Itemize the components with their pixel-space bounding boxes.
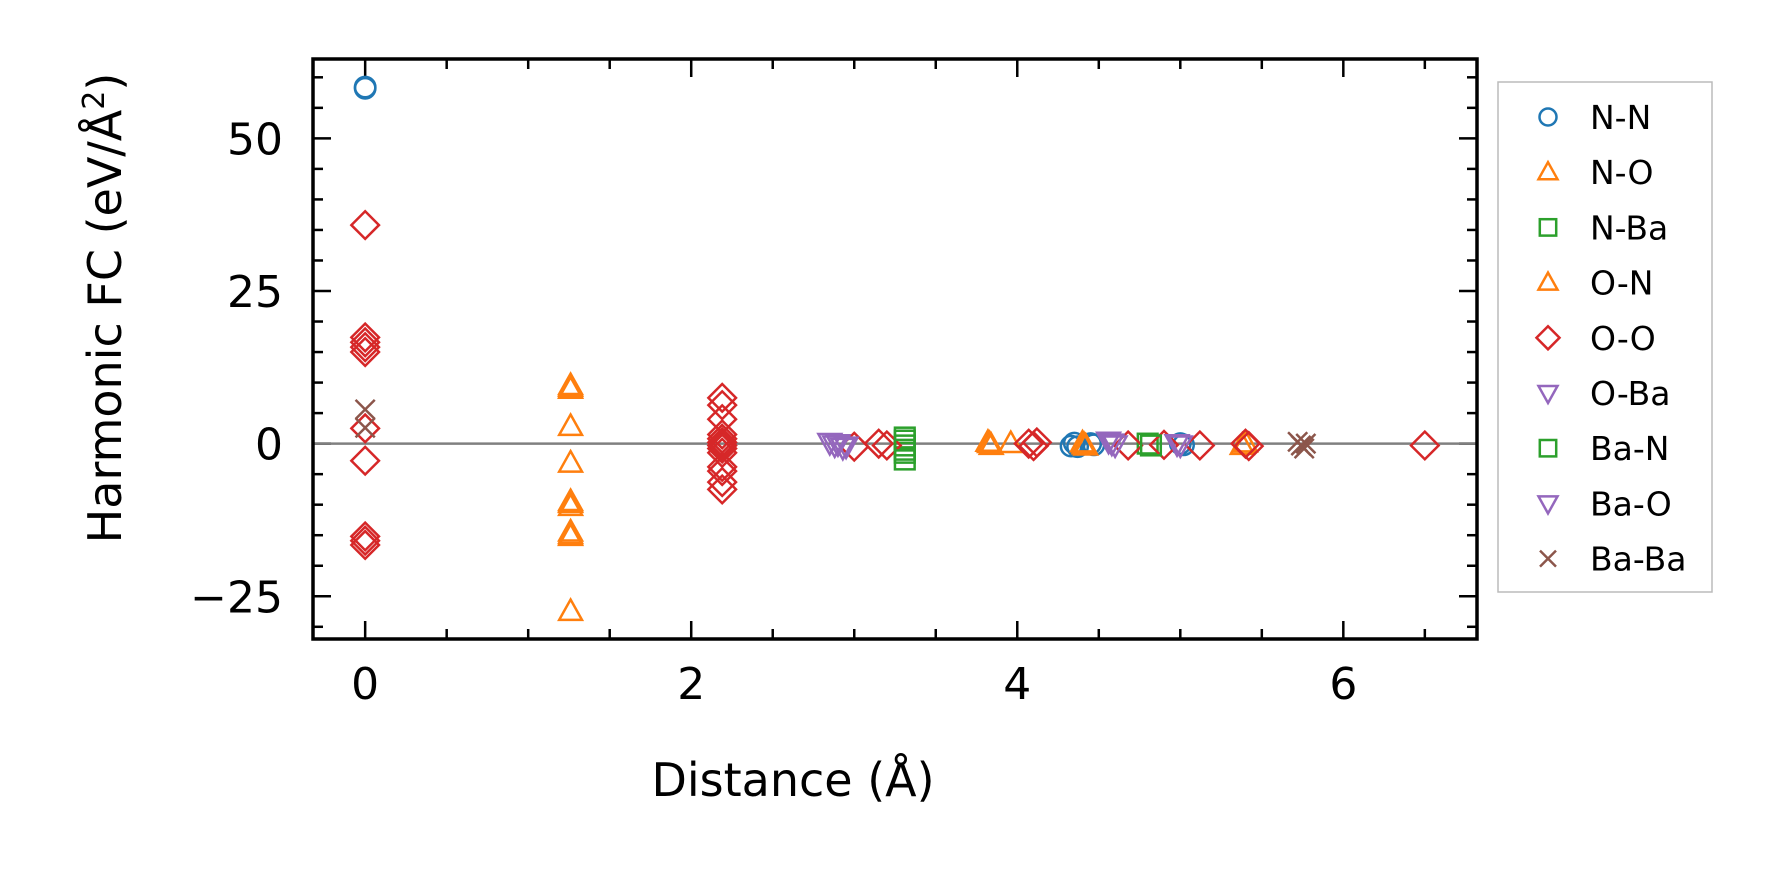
y-tick-label: 50 — [227, 114, 283, 165]
legend-label: Ba-N — [1590, 429, 1669, 468]
point-o-o — [349, 445, 381, 477]
point-n-o — [557, 596, 585, 622]
point-o-o — [706, 382, 738, 414]
legend-marker-n-ba — [1538, 217, 1558, 237]
point-ba-o — [1098, 433, 1126, 458]
x-axis-title: Distance (Å) — [651, 753, 934, 807]
point-o-o — [349, 336, 381, 368]
series-o-o — [349, 209, 1441, 561]
point-o-o — [1013, 428, 1045, 460]
point-o-o — [349, 331, 381, 363]
legend-item-ba-ba: Ba-Ba — [1539, 540, 1686, 579]
point-o-n — [557, 520, 585, 545]
x-tick-label: 6 — [1329, 659, 1357, 710]
legend-item-n-ba: N-Ba — [1538, 208, 1668, 247]
legend-item-n-n: N-N — [1538, 98, 1651, 137]
y-axis-title-close: ) — [78, 73, 132, 91]
point-n-o — [557, 491, 585, 517]
point-ba-ba — [354, 398, 376, 420]
x-tick-label: 0 — [351, 659, 379, 710]
point-n-o — [557, 448, 585, 473]
legend-item-ba-o: Ba-O — [1536, 484, 1672, 523]
point-ba-o — [824, 433, 852, 459]
point-o-o — [706, 466, 738, 498]
point-ba-ba — [354, 417, 376, 439]
point-o-n — [1070, 430, 1098, 455]
plot-frame — [311, 57, 1479, 641]
point-o-o — [349, 321, 381, 353]
legend-item-o-ba: O-Ba — [1536, 374, 1671, 413]
x-tick-label: 2 — [677, 659, 705, 710]
point-o-ba — [1101, 435, 1129, 460]
point-ba-ba — [1295, 433, 1317, 455]
point-n-o — [557, 411, 585, 437]
point-o-o — [706, 418, 738, 451]
legend-marker-n-n — [1538, 107, 1558, 127]
legend-item-ba-n: Ba-N — [1538, 429, 1669, 468]
y-axis-title: Harmonic FC (eV/Å2) — [77, 73, 132, 544]
legend-label: O-N — [1590, 264, 1654, 303]
legend-marker-ba-n — [1538, 438, 1558, 458]
point-o-o — [349, 209, 381, 241]
point-o-o — [349, 529, 381, 561]
point-o-o — [706, 432, 738, 465]
data-points — [349, 75, 1441, 622]
point-o-n — [557, 488, 585, 514]
point-o-o — [349, 520, 381, 552]
point-o-o — [349, 326, 381, 358]
point-n-n — [353, 76, 377, 100]
y-tick-label: 0 — [255, 420, 283, 471]
y-tick-label: −25 — [190, 572, 283, 623]
point-o-o — [863, 428, 895, 460]
y-axis-title-main: Harmonic FC (eV/Å — [78, 109, 132, 543]
legend-marker-ba-ba — [1539, 549, 1557, 568]
legend-marker-o-ba — [1536, 384, 1560, 406]
legend-label: N-N — [1590, 98, 1651, 137]
legend-item-n-o: N-O — [1536, 153, 1654, 192]
legend-label: N-O — [1590, 153, 1654, 192]
legend: N-N N-O N-Ba O-N O-O O-Ba Ba-N Ba-O Ba-Ba — [1497, 81, 1713, 593]
series-ba-ba — [354, 398, 1317, 459]
point-o-ba — [1095, 431, 1123, 456]
point-o-n — [557, 372, 585, 398]
legend-item-o-o: O-O — [1534, 319, 1656, 358]
point-o-o — [1233, 430, 1265, 462]
point-o-n — [976, 429, 1004, 454]
point-ba-o — [1166, 435, 1194, 460]
point-o-o — [706, 451, 738, 483]
point-o-o — [1021, 426, 1053, 458]
legend-label: Ba-O — [1590, 484, 1672, 523]
legend-marker-o-n — [1536, 270, 1560, 291]
series-ba-n — [893, 429, 1163, 461]
legend-label: O-O — [1590, 319, 1656, 358]
point-o-o — [706, 473, 738, 505]
tick-labels: 0 2 4 6 −25 0 25 50 — [190, 114, 1357, 710]
y-tick-label: 25 — [227, 267, 283, 318]
point-ba-n — [1139, 434, 1163, 457]
legend-marker-o-o — [1534, 324, 1562, 352]
point-n-ba — [1136, 432, 1159, 455]
legend-label: O-Ba — [1590, 374, 1671, 413]
point-o-o — [1409, 429, 1441, 462]
legend-label: N-Ba — [1590, 208, 1668, 247]
point-o-o — [349, 525, 381, 557]
point-o-o — [706, 429, 738, 462]
x-tick-label: 4 — [1003, 659, 1031, 710]
legend-marker-n-o — [1536, 159, 1560, 181]
point-ba-n — [893, 438, 916, 461]
point-o-o — [706, 455, 738, 487]
point-o-o — [349, 412, 381, 444]
point-n-n — [1066, 435, 1090, 459]
point-o-o — [1148, 429, 1180, 461]
legend-marker-ba-o — [1536, 495, 1560, 516]
legend-label: Ba-Ba — [1590, 540, 1686, 579]
point-ba-o — [832, 436, 860, 461]
legend-item-o-n: O-N — [1536, 264, 1654, 303]
point-ba-ba — [1293, 438, 1315, 459]
y-axis-title-superscript: 2 — [77, 91, 112, 110]
legend-frame — [1497, 81, 1713, 593]
series-ba-o — [824, 433, 1194, 461]
